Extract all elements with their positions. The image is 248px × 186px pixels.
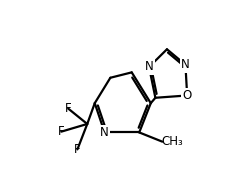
Text: CH₃: CH₃ bbox=[161, 135, 183, 148]
Text: F: F bbox=[58, 125, 64, 138]
Text: N: N bbox=[145, 60, 154, 73]
Text: N: N bbox=[181, 58, 190, 71]
Text: N: N bbox=[100, 126, 109, 139]
Text: F: F bbox=[65, 102, 71, 115]
Text: F: F bbox=[74, 143, 81, 156]
Text: O: O bbox=[183, 89, 192, 102]
